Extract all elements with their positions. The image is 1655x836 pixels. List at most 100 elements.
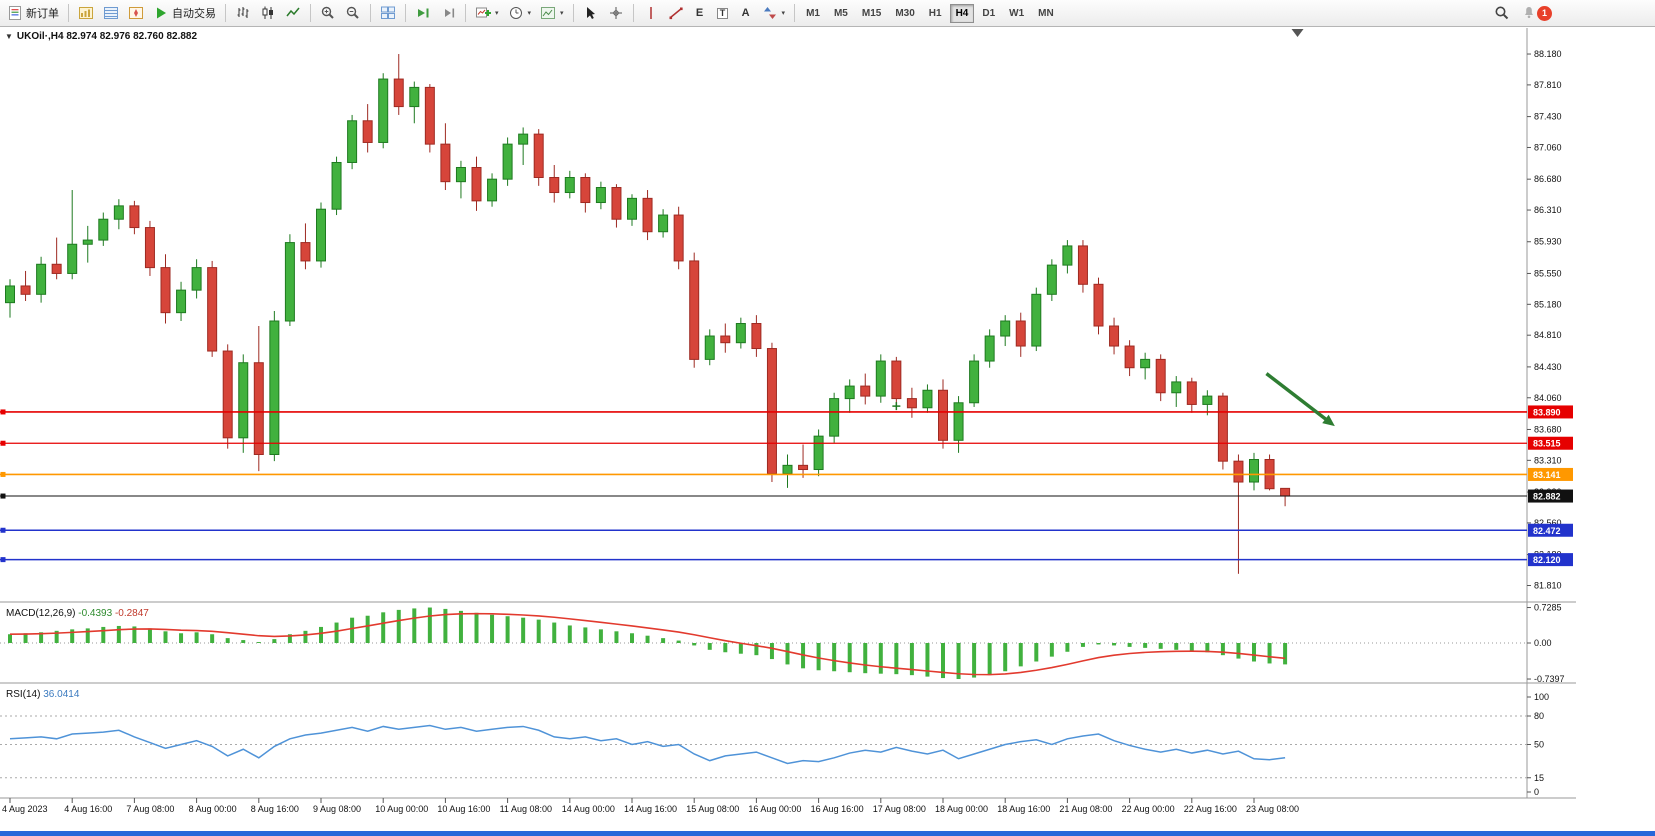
search-button[interactable] <box>1490 2 1514 24</box>
candle <box>316 208 326 262</box>
arrow-objects-icon <box>762 5 778 21</box>
toolbar-separator <box>405 4 406 22</box>
toolbar-separator <box>225 4 226 22</box>
time-axis-label: 18 Aug 00:00 <box>935 804 988 814</box>
hline-anchor <box>0 527 6 533</box>
clock-icon <box>508 5 524 21</box>
candle <box>704 335 715 360</box>
template-button[interactable]: ▾ <box>536 2 568 24</box>
candle <box>1233 460 1244 483</box>
crosshair-icon <box>608 5 624 21</box>
auto-scroll-button[interactable] <box>411 2 435 24</box>
price-tag-label: 82.882 <box>1533 492 1561 502</box>
chart-shift-button[interactable] <box>436 2 460 24</box>
candlestick-chart-button[interactable] <box>256 2 280 24</box>
candle <box>829 398 840 437</box>
bar-chart-button[interactable] <box>231 2 255 24</box>
zoom-out-button[interactable] <box>341 2 365 24</box>
candle <box>176 289 187 314</box>
line-chart-button[interactable] <box>281 2 305 24</box>
tile-windows-icon <box>380 5 396 21</box>
timeframe-h4[interactable]: H4 <box>949 3 975 23</box>
collapse-ohlc-icon[interactable]: ▼ <box>5 32 13 41</box>
caret-down-icon: ▾ <box>560 10 564 17</box>
candle <box>906 398 917 409</box>
search-icon <box>1494 5 1510 21</box>
time-axis-label: 22 Aug 00:00 <box>1122 804 1175 814</box>
toolbar-separator <box>632 4 634 22</box>
trend-arrow-head[interactable] <box>1322 414 1335 427</box>
candle <box>891 360 902 400</box>
candle <box>1109 325 1120 347</box>
candle <box>1171 381 1182 394</box>
text-label-button[interactable]: T <box>712 2 734 24</box>
time-axis-label: 7 Aug 08:00 <box>126 804 174 814</box>
hline-anchor <box>0 409 6 415</box>
cursor-button[interactable] <box>579 2 603 24</box>
navigator-button[interactable] <box>124 2 148 24</box>
arrow-objects-button[interactable]: ▾ <box>758 2 790 24</box>
candle <box>440 143 451 183</box>
auto-trading-label: 自动交易 <box>172 8 216 20</box>
candle <box>766 348 777 475</box>
price-tag-label: 83.515 <box>1533 439 1561 449</box>
candle <box>533 133 544 179</box>
candle <box>1031 293 1042 347</box>
candle <box>798 464 809 471</box>
notification-badge: 1 <box>1537 5 1552 21</box>
chart-shift-marker[interactable] <box>1291 29 1304 37</box>
candle <box>860 385 871 397</box>
bell-icon <box>1524 6 1534 20</box>
timeframe-m5[interactable]: M5 <box>828 4 854 23</box>
candle <box>627 197 637 220</box>
elliott-wave-button[interactable]: E <box>689 2 711 24</box>
auto-trading-button[interactable]: 自动交易 <box>149 2 220 24</box>
timeframe-m1[interactable]: M1 <box>800 4 826 23</box>
candle <box>1046 264 1057 295</box>
hline-anchor <box>0 493 6 499</box>
time-axis-label: 9 Aug 08:00 <box>313 804 361 814</box>
timeframe-m15[interactable]: M15 <box>856 4 887 23</box>
candle <box>129 205 140 229</box>
price-tag-label: 82.472 <box>1533 526 1561 536</box>
text-button[interactable]: A <box>735 2 757 24</box>
navigator-icon <box>128 5 144 21</box>
time-axis-label: 11 Aug 08:00 <box>500 804 552 814</box>
new-order-button[interactable]: 新订单 <box>3 2 63 24</box>
period-button[interactable]: ▾ <box>504 2 536 24</box>
vertical-line-button[interactable] <box>639 2 663 24</box>
notifications-button[interactable]: 1 <box>1520 2 1556 24</box>
price-axis-label: 86.310 <box>1534 205 1562 215</box>
rsi-line <box>9 724 1286 765</box>
trendline-button[interactable] <box>664 2 688 24</box>
price-axis-label: 81.810 <box>1534 580 1562 590</box>
tile-windows-button[interactable] <box>376 2 400 24</box>
line-chart-icon <box>285 5 301 21</box>
data-window-button[interactable] <box>99 2 123 24</box>
timeframe-w1[interactable]: W1 <box>1003 4 1030 23</box>
timeframe-h1[interactable]: H1 <box>923 4 948 23</box>
market-watch-button[interactable] <box>74 2 98 24</box>
candle <box>549 177 560 194</box>
new-chart-button[interactable]: ▾ <box>471 2 503 24</box>
price-axis-label: 85.550 <box>1534 268 1562 278</box>
trend-arrow[interactable] <box>1265 372 1332 424</box>
rsi-label: RSI(14) 36.0414 <box>6 689 80 700</box>
candle <box>1000 320 1011 337</box>
hline-anchor <box>0 557 6 563</box>
time-axis-label: 4 Aug 16:00 <box>64 804 112 814</box>
candle <box>611 187 622 220</box>
timeframe-m30[interactable]: M30 <box>889 4 920 23</box>
timeframe-d1[interactable]: D1 <box>976 4 1001 23</box>
timeframe-mn[interactable]: MN <box>1032 4 1060 23</box>
macd-label: MACD(12,26,9) -0.4393 -0.2847 <box>6 608 149 619</box>
zoom-in-icon <box>320 5 336 21</box>
zoom-in-button[interactable] <box>316 2 340 24</box>
time-axis-label: 8 Aug 00:00 <box>189 804 237 814</box>
candle <box>1093 283 1104 327</box>
crosshair-button[interactable] <box>604 2 628 24</box>
chart-ohlc-header: ▼ UKOil·,H4 82.974 82.976 82.760 82.882 <box>5 31 197 42</box>
time-axis-label: 14 Aug 00:00 <box>562 804 615 814</box>
macd-axis-label: -0.7397 <box>1534 674 1565 684</box>
